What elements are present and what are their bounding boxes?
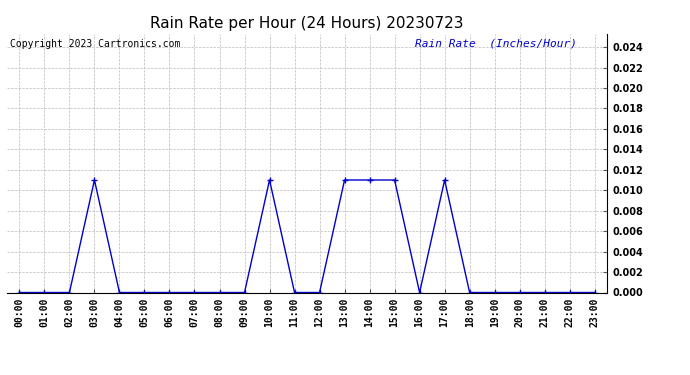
Text: Rain Rate  (Inches/Hour): Rain Rate (Inches/Hour)	[415, 39, 577, 49]
Text: Copyright 2023 Cartronics.com: Copyright 2023 Cartronics.com	[10, 39, 180, 49]
Title: Rain Rate per Hour (24 Hours) 20230723: Rain Rate per Hour (24 Hours) 20230723	[150, 16, 464, 31]
